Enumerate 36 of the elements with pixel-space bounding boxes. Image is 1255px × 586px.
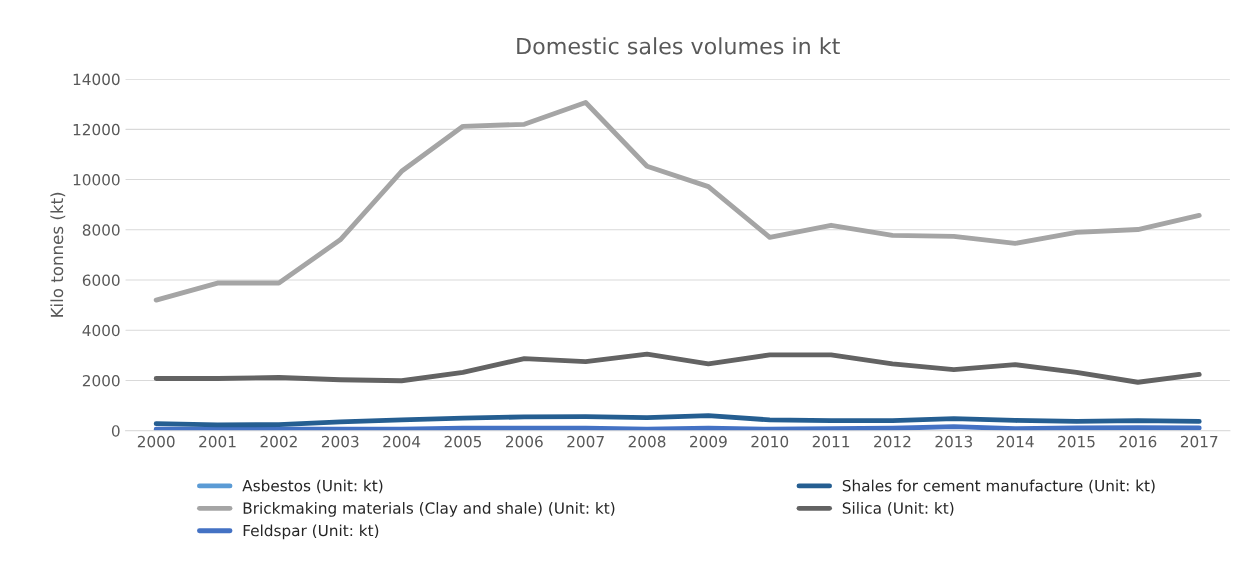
- legend-label: Silica (Unit: kt): [842, 502, 954, 516]
- y-tick-label: 2000: [82, 374, 120, 387]
- x-tick-label: 2000: [137, 435, 175, 448]
- x-tick-label: 2005: [444, 435, 482, 448]
- legend-label: Brickmaking materials (Clay and shale) (Unit: kt): [243, 502, 615, 517]
- line-series: [153, 351, 1202, 385]
- line-series: [153, 413, 1202, 428]
- legend-label: Feldspar (Unit: kt): [243, 524, 379, 540]
- y-tick-label: 10000: [73, 174, 120, 186]
- x-tick-label: 2003: [321, 435, 359, 448]
- x-tick-label: 2008: [628, 435, 666, 448]
- x-tick-label: 2012: [874, 435, 911, 448]
- x-tick-label: 2011: [812, 435, 850, 448]
- x-tick-label: 2013: [935, 435, 973, 448]
- x-tick-label: 2014: [996, 435, 1034, 448]
- y-tick-label: 8000: [82, 224, 120, 236]
- x-tick-label: 2006: [505, 435, 543, 448]
- y-axis-title: Kilo tonnes (kt): [50, 192, 66, 317]
- y-tick-label: 4000: [82, 324, 120, 337]
- x-tick-label: 2002: [260, 435, 297, 448]
- x-tick-label: 2015: [1058, 435, 1095, 448]
- x-tick-label: 2007: [567, 435, 604, 448]
- legend-label: Asbestos (Unit: kt): [242, 479, 383, 494]
- x-tick-label: 2017: [1180, 435, 1218, 448]
- legend-label: Shales for cement manufacture (Unit: kt): [842, 479, 1155, 494]
- x-tick-label: 2004: [383, 435, 421, 448]
- x-tick-label: 2001: [199, 435, 236, 448]
- x-tick-label: 2010: [751, 435, 789, 448]
- chart-title: Domestic sales volumes in kt: [517, 37, 840, 55]
- line-series: [153, 100, 1202, 303]
- y-tick-label: 6000: [82, 274, 120, 287]
- y-tick-label: 14000: [73, 73, 120, 86]
- y-tick-label: 12000: [73, 123, 120, 136]
- x-tick-label: 2016: [1119, 435, 1157, 448]
- y-tick-label: 0: [111, 425, 120, 437]
- x-tick-label: 2009: [690, 435, 727, 448]
